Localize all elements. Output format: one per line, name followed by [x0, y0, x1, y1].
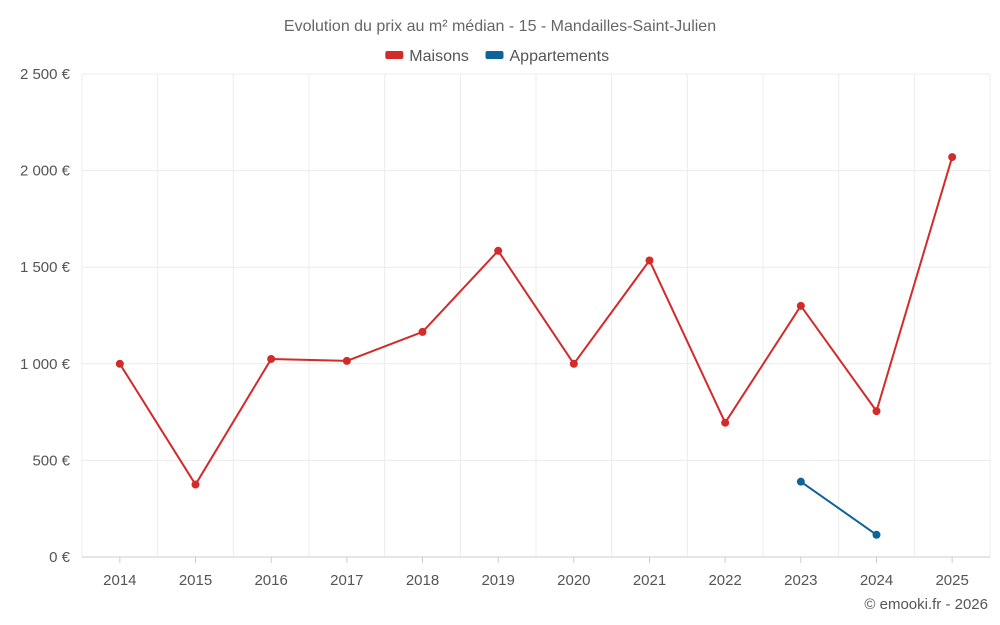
legend-label: Maisons	[409, 48, 469, 65]
grid	[81, 73, 991, 558]
data-point[interactable]	[796, 301, 805, 310]
legend-item-maisons[interactable]: Maisons	[385, 48, 469, 65]
y-tick-label: 2 500 €	[20, 66, 71, 83]
legend-swatch	[385, 51, 404, 59]
legend-swatch	[485, 51, 504, 59]
data-point[interactable]	[721, 418, 730, 427]
legend: Maisons Appartements	[385, 48, 609, 65]
x-tick-label: 2020	[557, 572, 590, 589]
credit-text: © emooki.fr - 2026	[864, 596, 988, 613]
x-tick-label: 2018	[406, 572, 439, 589]
x-tick-label: 2022	[708, 572, 741, 589]
x-tick-label: 2019	[481, 572, 514, 589]
series-maisons	[115, 153, 957, 489]
data-point[interactable]	[948, 153, 957, 162]
data-point[interactable]	[494, 246, 503, 255]
data-point[interactable]	[796, 477, 805, 486]
data-point[interactable]	[191, 480, 200, 489]
data-point[interactable]	[872, 407, 881, 416]
x-tick-label: 2015	[179, 572, 212, 589]
y-tick-label: 500 €	[32, 452, 70, 469]
x-tick-label: 2023	[784, 572, 817, 589]
series-line	[800, 480, 878, 536]
x-tick-label: 2021	[633, 572, 666, 589]
data-point[interactable]	[342, 356, 351, 365]
legend-label: Appartements	[510, 48, 610, 65]
x-tick-label: 2017	[330, 572, 363, 589]
y-tick-label: 1 000 €	[20, 356, 71, 373]
x-tick-label: 2016	[254, 572, 287, 589]
x-axis: 2014 2015 2016 2017 2018 2019 2020 2021 2022 2023…	[103, 557, 969, 589]
x-tick-label: 2014	[103, 572, 136, 589]
data-point[interactable]	[267, 354, 276, 363]
series-line	[118, 156, 954, 486]
series-layer	[115, 153, 957, 539]
data-point[interactable]	[872, 530, 881, 539]
series-appartements	[796, 477, 881, 539]
x-tick-label: 2024	[860, 572, 893, 589]
x-tick-label: 2025	[935, 572, 968, 589]
data-point[interactable]	[569, 359, 578, 368]
y-tick-label: 2 000 €	[20, 163, 71, 180]
chart-title: Evolution du prix au m² médian - 15 - Ma…	[284, 18, 716, 35]
legend-item-appartements[interactable]: Appartements	[485, 48, 610, 65]
y-tick-label: 1 500 €	[20, 259, 71, 276]
data-point[interactable]	[645, 256, 654, 265]
y-axis: 0 € 500 € 1 000 € 1 500 € 2 000 € 2 500 €	[20, 66, 71, 566]
y-tick-label: 0 €	[49, 549, 71, 566]
data-point[interactable]	[418, 327, 427, 336]
data-point[interactable]	[115, 359, 124, 368]
